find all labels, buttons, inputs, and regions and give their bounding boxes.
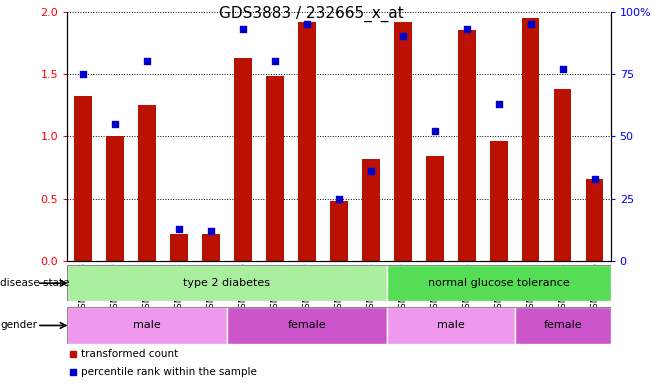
Bar <box>386 307 515 344</box>
Bar <box>458 30 476 261</box>
Text: normal glucose tolerance: normal glucose tolerance <box>428 278 570 288</box>
Bar <box>386 265 611 301</box>
Bar <box>554 89 572 261</box>
Point <box>397 33 408 40</box>
Point <box>270 58 280 65</box>
Bar <box>234 58 252 261</box>
Point <box>142 58 152 65</box>
Point <box>174 226 185 232</box>
Bar <box>298 22 315 261</box>
Point <box>109 121 120 127</box>
Text: disease state: disease state <box>0 278 70 288</box>
Text: female: female <box>544 320 582 331</box>
Bar <box>74 96 92 261</box>
Bar <box>202 233 220 261</box>
Text: GDS3883 / 232665_x_at: GDS3883 / 232665_x_at <box>219 6 404 22</box>
Bar <box>426 156 444 261</box>
Bar <box>515 307 611 344</box>
Text: transformed count: transformed count <box>81 349 178 359</box>
Bar <box>266 76 284 261</box>
Text: male: male <box>133 320 161 331</box>
Point <box>333 196 344 202</box>
Point <box>429 128 440 134</box>
Point <box>366 168 376 174</box>
Point <box>558 66 568 72</box>
Bar <box>138 105 156 261</box>
Point <box>462 26 472 32</box>
Text: female: female <box>288 320 326 331</box>
Bar <box>170 233 188 261</box>
Point <box>238 26 248 32</box>
Point <box>493 101 504 107</box>
Bar <box>227 307 386 344</box>
Text: gender: gender <box>0 320 37 331</box>
Text: percentile rank within the sample: percentile rank within the sample <box>81 366 256 377</box>
Bar <box>394 22 411 261</box>
Bar <box>67 265 386 301</box>
Text: type 2 diabetes: type 2 diabetes <box>183 278 270 288</box>
Bar <box>522 18 539 261</box>
Bar <box>490 141 507 261</box>
Text: male: male <box>437 320 464 331</box>
Bar <box>362 159 380 261</box>
Bar <box>586 179 603 261</box>
Bar <box>67 307 227 344</box>
Bar <box>106 136 124 261</box>
Point <box>589 176 600 182</box>
Point <box>205 228 216 234</box>
Bar <box>330 201 348 261</box>
Point <box>525 21 536 27</box>
Point <box>301 21 312 27</box>
Point <box>78 71 89 77</box>
